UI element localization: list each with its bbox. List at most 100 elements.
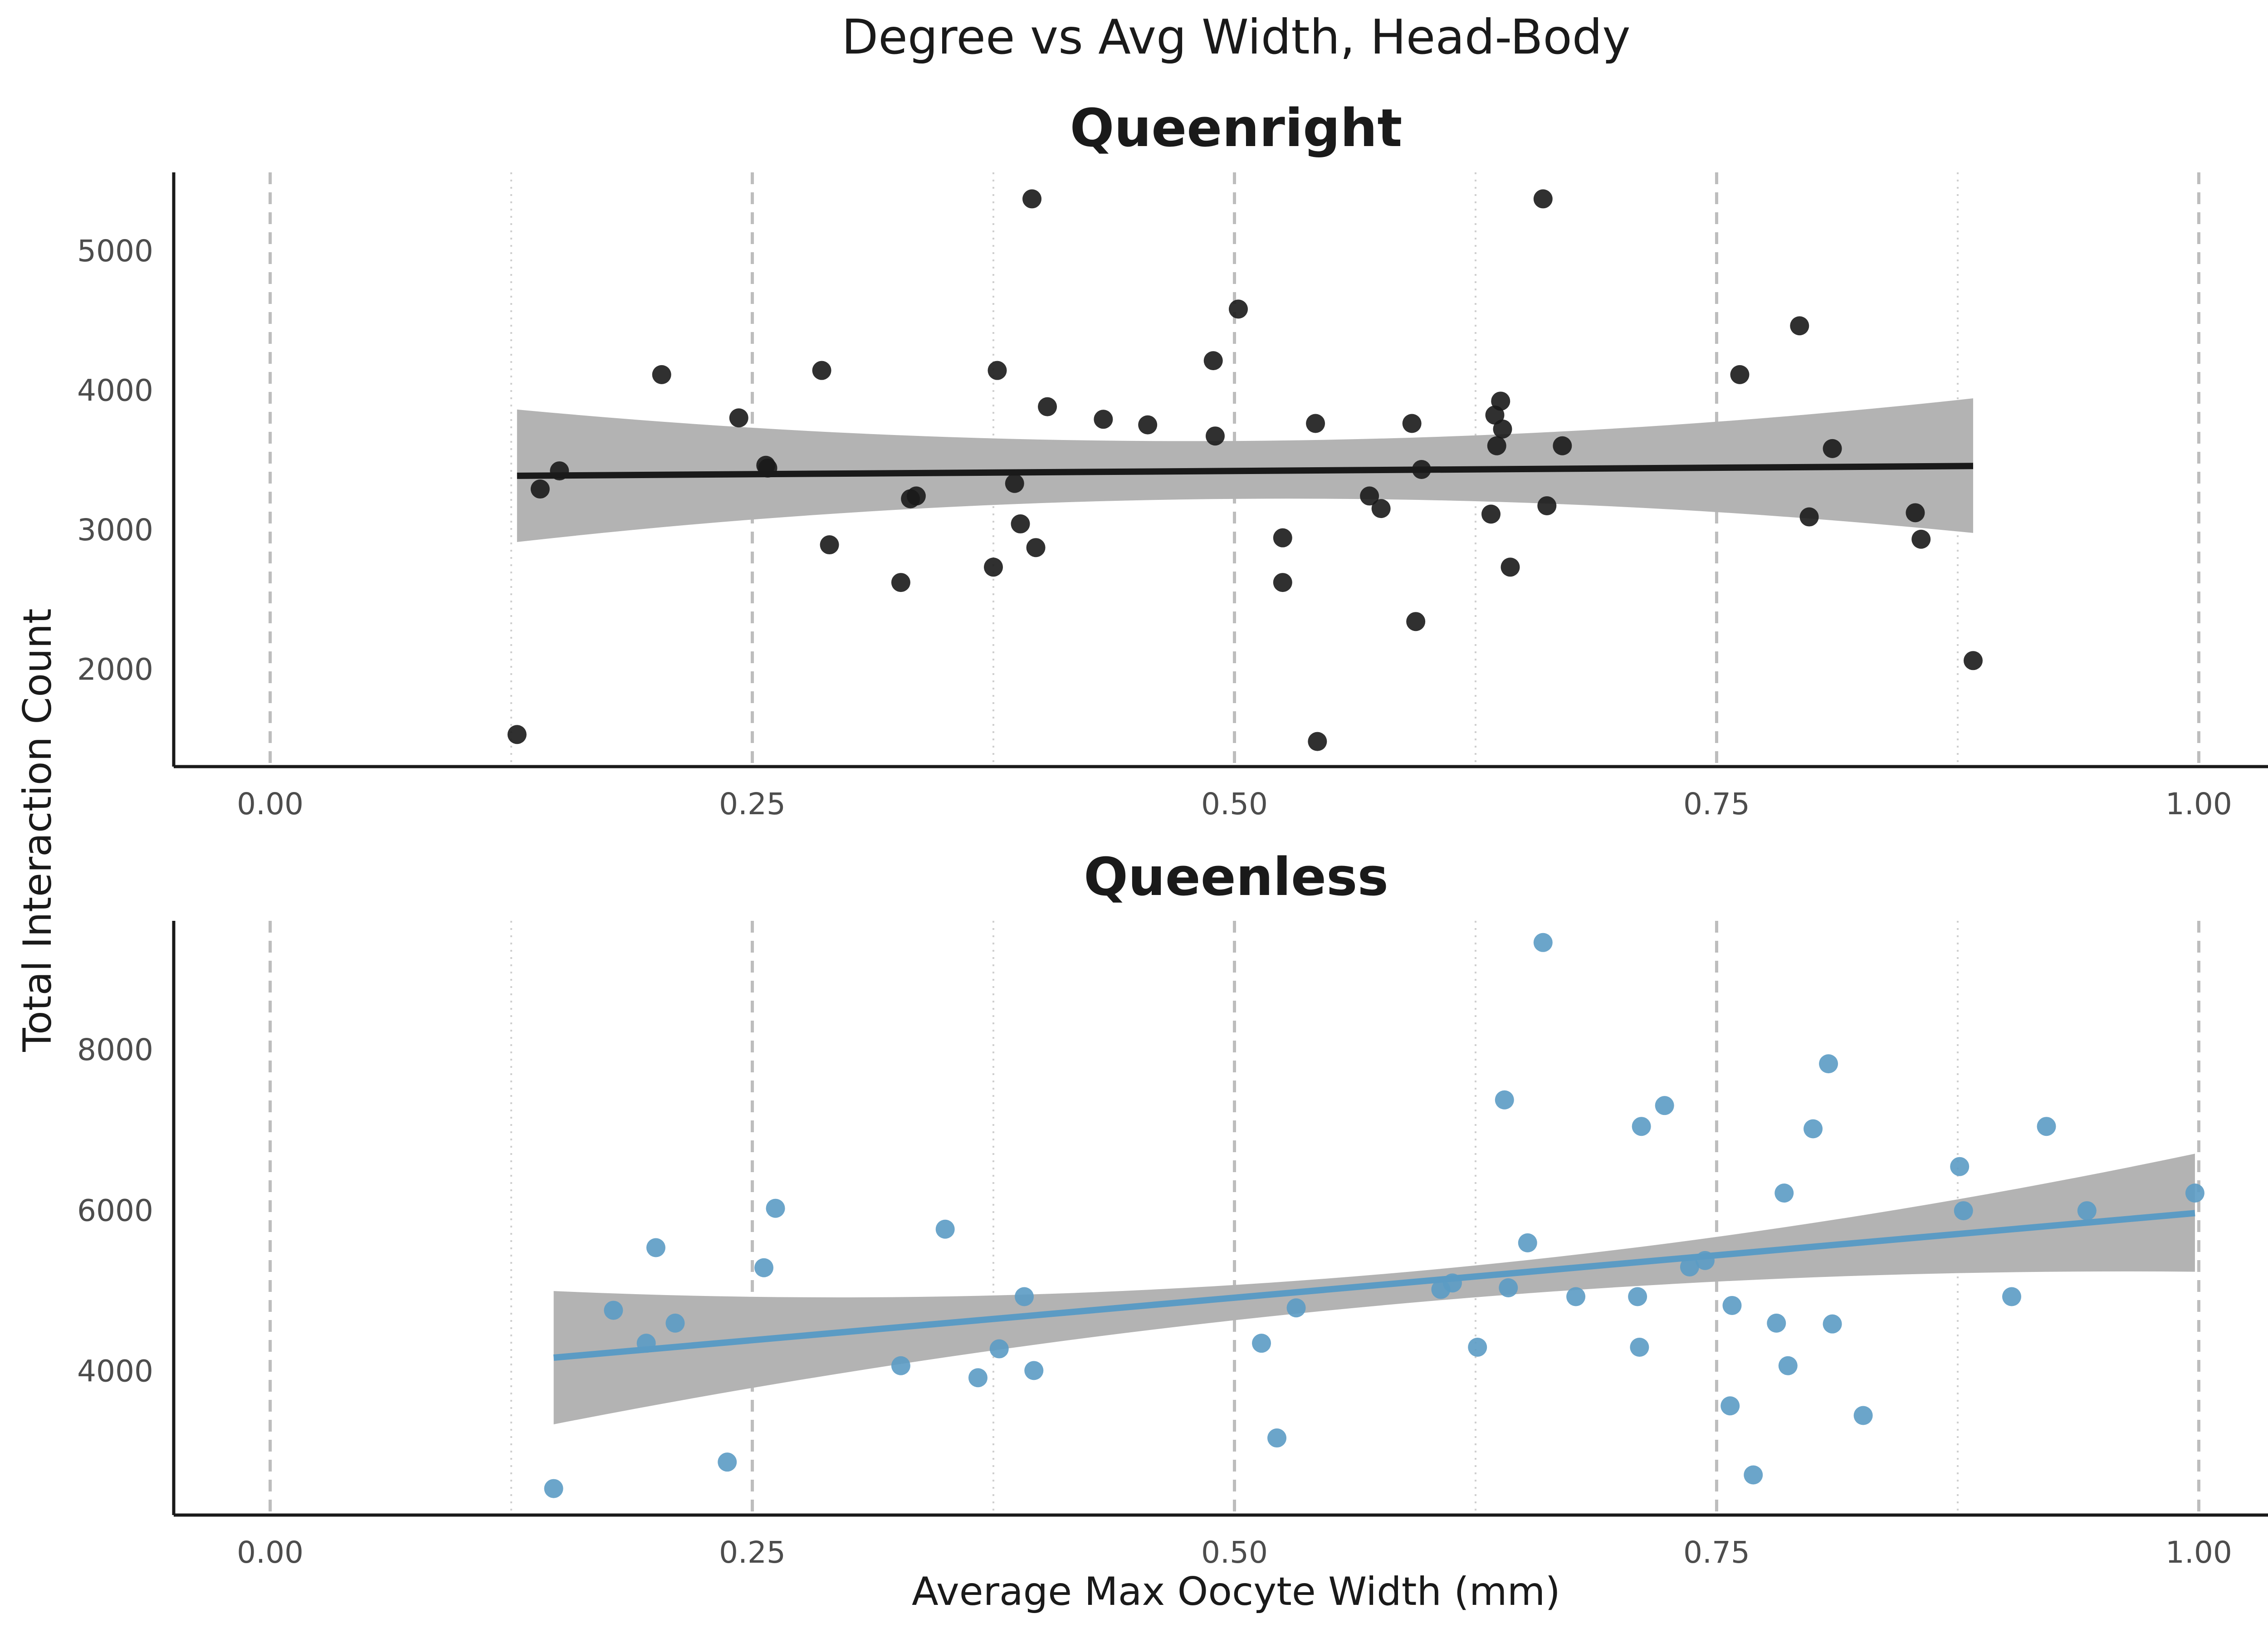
queenright-x-tick-label: 0.75 — [1683, 787, 1750, 821]
queenless-data-point — [891, 1356, 910, 1375]
queenless-y-tick-label: 4000 — [77, 1354, 153, 1389]
queenless-data-point — [1823, 1314, 1842, 1334]
queenless-x-tick-label: 1.00 — [2165, 1535, 2232, 1570]
queenless-data-point — [2037, 1117, 2056, 1136]
queenless-data-point — [544, 1479, 563, 1498]
queenless-data-point — [1628, 1287, 1647, 1306]
queenless-y-tick-label: 6000 — [77, 1193, 153, 1228]
queenless-data-point — [646, 1238, 665, 1257]
queenright-data-point — [1553, 436, 1572, 455]
queenright-data-point — [1730, 365, 1750, 384]
queenless-data-point — [1744, 1465, 1763, 1485]
queenright-y-tick-label: 4000 — [77, 373, 153, 408]
queenless-x-tick-label: 0.50 — [1201, 1535, 1268, 1570]
queenright-data-point — [1205, 426, 1225, 446]
queenright-data-point — [1911, 529, 1931, 549]
queenless-data-point — [1722, 1296, 1742, 1315]
queenright-data-point — [1533, 189, 1553, 209]
queenless-data-point — [1767, 1313, 1786, 1333]
queenright-data-point — [1537, 496, 1557, 515]
queenright-y-tick-label: 3000 — [77, 513, 153, 548]
queenright-data-point — [652, 365, 671, 384]
queenless-data-point — [989, 1339, 1009, 1359]
queenless-data-point — [1518, 1233, 1537, 1252]
queenless-data-point — [1853, 1406, 1873, 1425]
queenless-plot-area: 0.00 0.25 0.50 0.75 1.00 4000 6000 8000 — [77, 921, 2268, 1570]
queenright-data-point — [1823, 439, 1842, 458]
queenright-data-point — [820, 535, 839, 555]
queenright-data-point — [1371, 499, 1391, 518]
queenright-data-point — [1026, 538, 1046, 557]
queenright-data-point — [1306, 414, 1325, 433]
queenright-data-point — [891, 573, 910, 592]
queenright-data-point — [812, 361, 831, 380]
queenless-data-point — [1804, 1119, 1823, 1139]
queenless-data-point — [1267, 1428, 1287, 1448]
queenless-data-point — [1566, 1287, 1586, 1306]
queenright-data-point — [729, 408, 748, 428]
queenright-data-point — [1308, 732, 1327, 751]
queenless-data-point — [1024, 1361, 1044, 1380]
y-axis-label: Total Interaction Count — [15, 608, 60, 1052]
queenright-data-point — [1005, 474, 1024, 493]
queenright-x-tick-label: 0.25 — [719, 787, 786, 821]
queenless-data-point — [2002, 1287, 2021, 1306]
queenright-data-point — [507, 725, 527, 744]
queenright-data-point — [1906, 503, 1925, 523]
queenless-x-tick-label: 0.25 — [719, 1535, 786, 1570]
queenright-panel-title: Queenright — [1070, 98, 1403, 159]
queenless-data-point — [718, 1452, 737, 1472]
queenright-data-point — [530, 479, 550, 499]
queenless-data-point — [968, 1368, 988, 1388]
queenless-data-point — [1252, 1334, 1271, 1353]
queenright-y-tick-label: 2000 — [77, 652, 153, 687]
queenright-data-point — [1011, 514, 1030, 533]
queenless-data-point — [1499, 1278, 1518, 1298]
queenright-data-point — [1402, 414, 1422, 433]
queenless-data-point — [766, 1198, 785, 1218]
queenright-data-point — [1491, 391, 1510, 411]
queenless-data-point — [1015, 1287, 1034, 1306]
queenright-x-tick-label: 1.00 — [2165, 787, 2232, 821]
queenless-data-point — [1954, 1201, 1973, 1221]
queenless-data-point — [604, 1301, 623, 1320]
queenright-panel: Queenright 0.00 0.25 0.50 0.75 1.00 2000 3000 4… — [77, 98, 2268, 821]
queenless-y-tick-label: 8000 — [77, 1032, 153, 1067]
queenright-data-point — [1203, 351, 1223, 371]
queenright-data-point — [984, 557, 1003, 577]
figure-title: Degree vs Avg Width, Head-Body — [841, 10, 1630, 65]
queenless-data-point — [754, 1258, 774, 1277]
queenright-y-tick-label: 5000 — [77, 234, 153, 269]
queenless-x-tick-label: 0.00 — [237, 1535, 303, 1570]
queenright-data-point — [1493, 419, 1512, 439]
queenless-data-point — [2077, 1201, 2097, 1221]
queenless-data-point — [1950, 1157, 1970, 1176]
queenless-data-point — [1680, 1257, 1699, 1276]
queenless-data-point — [1655, 1096, 1674, 1115]
queenright-data-point — [1138, 415, 1158, 435]
queenless-data-point — [1630, 1338, 1649, 1357]
queenright-data-point — [906, 486, 926, 506]
queenless-data-point — [1632, 1117, 1651, 1136]
queenless-data-point — [665, 1313, 685, 1333]
queenright-data-point — [1038, 397, 1057, 416]
queenright-x-tick-label: 0.50 — [1201, 787, 1268, 821]
queenright-data-point — [1963, 651, 1983, 670]
queenright-data-point — [1273, 573, 1292, 592]
queenless-data-point — [1495, 1090, 1514, 1110]
queenright-data-point — [987, 361, 1007, 380]
queenless-confidence-band — [553, 1154, 2195, 1424]
queenright-data-point — [1360, 486, 1379, 506]
queenless-data-point — [1774, 1183, 1794, 1203]
queenright-data-point — [1481, 504, 1501, 524]
queenless-data-point — [1721, 1396, 1740, 1416]
queenless-x-tick-label: 0.75 — [1683, 1535, 1750, 1570]
queenless-panel-title: Queenless — [1084, 847, 1388, 908]
queenright-plot-area: 0.00 0.25 0.50 0.75 1.00 2000 3000 4000 5000 — [77, 172, 2268, 821]
queenless-data-point — [1778, 1356, 1798, 1375]
queenless-data-point — [1533, 933, 1553, 952]
queenless-trend-line — [553, 1210, 2195, 1361]
queenright-data-point — [1022, 189, 1042, 209]
